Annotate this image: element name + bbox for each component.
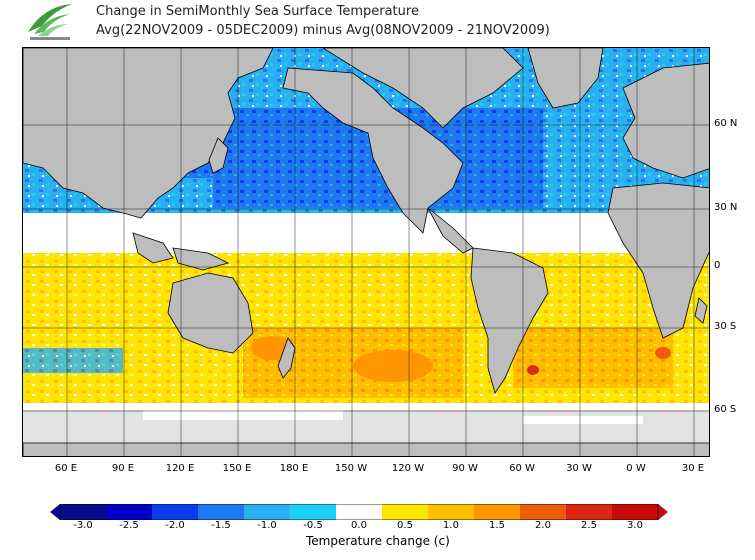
colorbar [50, 504, 668, 520]
graticule [23, 48, 709, 456]
colorbar-swatch [244, 504, 290, 520]
sst-change-map [22, 47, 710, 457]
colorbar-min-arrow [50, 504, 60, 520]
title-line-1: Change in SemiMonthly Sea Surface Temper… [96, 4, 419, 19]
lon-label: 90 E [111, 463, 135, 474]
colorbar-swatch [612, 504, 658, 520]
colorbar-swatch [106, 504, 152, 520]
lat-label-60n: 60 N [714, 118, 738, 129]
lon-label: 90 W [452, 463, 478, 474]
colorbar-label: -2.0 [165, 520, 185, 531]
lat-label-30s: 30 S [714, 321, 737, 332]
colorbar-swatch [520, 504, 566, 520]
colorbar-swatch [336, 504, 382, 520]
colorbar-label: -2.5 [119, 520, 139, 531]
colorbar-label: -3.0 [73, 520, 93, 531]
colorbar-label: 1.5 [489, 520, 505, 531]
lon-label: 150 W [334, 463, 368, 474]
colorbar-label: 2.5 [581, 520, 597, 531]
map-canvas [23, 48, 709, 456]
colorbar-swatch [290, 504, 336, 520]
lat-label-0: 0 [714, 260, 721, 271]
colorbar-swatch [198, 504, 244, 520]
colorbar-swatch [382, 504, 428, 520]
lon-label: 180 E [279, 463, 309, 474]
colorbar-label: 0.0 [351, 520, 367, 531]
lon-label: 0 W [626, 463, 646, 474]
lon-label: 60 W [509, 463, 535, 474]
lon-label: 120 W [391, 463, 425, 474]
lon-label: 60 E [54, 463, 78, 474]
lon-label: 30 E [681, 463, 705, 474]
colorbar-label: -1.0 [257, 520, 277, 531]
colorbar-swatch [566, 504, 612, 520]
colorbar-label: -1.5 [211, 520, 231, 531]
observatory-logo-icon [28, 4, 72, 40]
lon-label: 150 E [222, 463, 252, 474]
colorbar-label: -0.5 [303, 520, 323, 531]
colorbar-swatch [474, 504, 520, 520]
colorbar-max-arrow [658, 504, 668, 520]
colorbar-title: Temperature change (c) [306, 534, 450, 548]
colorbar-label: 3.0 [627, 520, 643, 531]
colorbar-swatch [60, 504, 106, 520]
colorbar-label: 2.0 [535, 520, 551, 531]
lat-label-60s: 60 S [714, 404, 737, 415]
chart-title: Change in SemiMonthly Sea Surface Temper… [96, 2, 550, 40]
colorbar-swatch [152, 504, 198, 520]
lon-label: 30 W [566, 463, 592, 474]
colorbar-label: 0.5 [397, 520, 413, 531]
colorbar-swatch [428, 504, 474, 520]
title-line-2: Avg(22NOV2009 - 05DEC2009) minus Avg(08N… [96, 23, 550, 38]
lon-label: 120 E [165, 463, 195, 474]
lat-label-30n: 30 N [714, 202, 738, 213]
colorbar-label: 1.0 [443, 520, 459, 531]
